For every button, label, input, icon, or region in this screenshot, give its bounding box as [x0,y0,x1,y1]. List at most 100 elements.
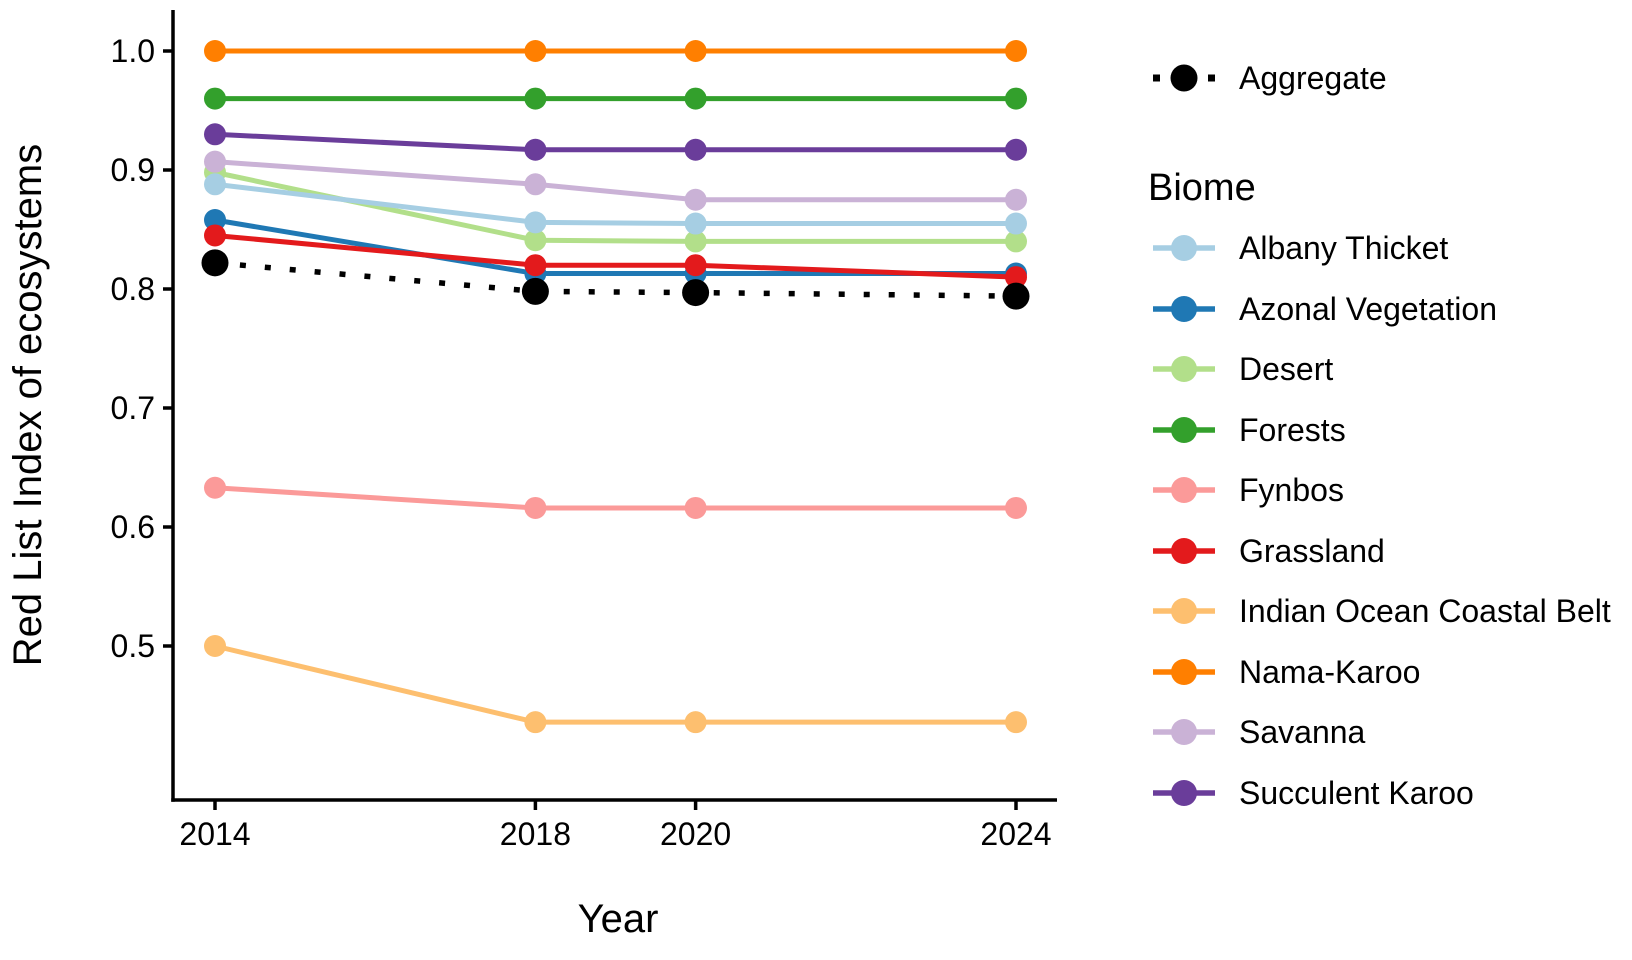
point-fynbos-2020 [684,496,707,519]
point-albany-thicket-2018 [524,211,547,234]
point-aggregate-2018 [521,277,549,305]
dot-icon [1171,598,1197,624]
dot-icon [1171,779,1197,806]
point-nama-karoo-2020 [684,40,707,62]
legend-item-label: Succulent Karoo [1239,774,1474,811]
y-tick-label-3: 0.8 [111,271,155,307]
dash-icon [1153,74,1160,82]
dash-icon [1208,74,1215,82]
point-succulent-karoo-2024 [1005,138,1027,161]
y-tick-label-0: 0.5 [111,628,155,664]
point-nama-karoo-2018 [524,40,547,62]
legend-item-label: Nama-Karoo [1239,653,1421,690]
legend-item-label: Fynbos [1239,472,1344,508]
point-nama-karoo-2014 [204,40,226,62]
legend-item-savanna: Savanna [1153,715,1365,749]
line-succulent-karoo [214,131,1016,153]
legend-item-indian-ocean-coastal-belt: Indian Ocean Coastal Belt [1153,594,1611,628]
point-desert-2024 [1005,230,1027,253]
point-succulent-karoo-2020 [684,138,707,161]
point-succulent-karoo-2014 [204,123,226,146]
y-tick-label-5: 1.0 [111,33,155,69]
legend-item-label: Azonal Vegetation [1239,290,1497,327]
point-aggregate-2020 [682,279,710,307]
point-fynbos-2018 [524,496,547,519]
legend-item-label: Forests [1239,411,1346,448]
nama-karoo-legend-marker [1153,658,1215,685]
point-desert-2020 [684,230,707,253]
legend-item-label: Savanna [1239,714,1366,750]
dot-icon [1171,537,1197,564]
legend-item-fynbos: Fynbos [1153,473,1344,507]
point-indian-ocean-coastal-belt-2024 [1005,711,1027,734]
line-indian-ocean-coastal-belt [214,643,1016,725]
line-albany-thicket [214,181,1016,227]
point-fynbos-2024 [1005,496,1027,519]
point-desert-2018 [524,229,547,252]
point-azonal-vegetation-2014 [204,208,226,231]
dot-icon [1171,295,1197,322]
point-grassland-2020 [684,254,707,277]
y-axis-title: Red List Index of ecosystems [6,143,50,667]
legend-item-label: Albany Thicket [1239,230,1449,266]
series-grassland [204,224,1027,289]
legend-item-label: Grassland [1239,532,1385,569]
point-indian-ocean-coastal-belt-2020 [684,711,707,734]
line-savanna [214,159,1016,203]
desert-legend-marker [1153,356,1215,382]
point-grassland-2014 [204,224,226,247]
forests-legend-marker [1153,416,1215,443]
dot-icon [1171,477,1197,503]
line-fynbos [214,485,1016,511]
dot-icon [1171,416,1197,443]
azonal-vegetation-legend-marker [1153,295,1215,322]
grassland-legend-marker [1153,537,1215,564]
series-aggregate [201,249,1030,310]
series-forests [204,87,1027,110]
line-grassland [214,232,1017,280]
line-desert [214,169,1016,244]
x-tick-label-2: 2020 [660,816,731,852]
legend-item-grassland: Grassland [1153,534,1385,568]
dot-icon [1171,658,1197,685]
point-albany-thicket-2014 [204,173,226,196]
point-forests-2024 [1005,87,1027,110]
point-savanna-2020 [684,188,707,211]
point-albany-thicket-2020 [684,212,707,235]
point-forests-2018 [524,87,547,110]
legend-item-forests: Forests [1153,413,1346,447]
point-grassland-2018 [524,254,547,277]
chart-plot-area: 0.5 0.6 0.7 0.8 0.9 1.0 2014 2018 2020 2024 [111,10,1057,852]
indian-ocean-coastal-belt-legend-marker [1153,598,1215,624]
series-indian-ocean-coastal-belt [204,635,1027,734]
legend-item-albany-thicket: Albany Thicket [1153,231,1448,265]
x-tick-label-1: 2018 [500,816,571,852]
legend-item-label: Desert [1239,351,1334,387]
legend-item-azonal-vegetation: Azonal Vegetation [1153,292,1497,326]
series-nama-karoo [204,40,1027,62]
y-tick-label-1: 0.6 [111,509,155,545]
point-fynbos-2014 [204,476,226,499]
dot-icon [1171,235,1197,261]
legend-item-nama-karoo: Nama-Karoo [1153,655,1420,689]
series-succulent-karoo [204,123,1027,161]
dot-icon [1171,356,1197,382]
dot-icon [1170,64,1198,92]
point-indian-ocean-coastal-belt-2014 [204,635,226,657]
legend-item-desert: Desert [1153,352,1333,386]
series-fynbos [204,476,1027,519]
point-savanna-2018 [524,173,547,196]
x-axis-title: Year [577,897,659,941]
point-albany-thicket-2024 [1005,212,1027,235]
dot-icon [1171,719,1197,745]
biome-legend-title: Biome [1148,167,1256,209]
point-indian-ocean-coastal-belt-2018 [524,711,547,734]
albany-thicket-legend-marker [1153,235,1215,261]
series-albany-thicket [204,173,1027,235]
point-nama-karoo-2024 [1005,40,1027,62]
point-savanna-2014 [204,150,226,173]
y-tick-label-2: 0.7 [111,390,155,426]
succulent-karoo-legend-marker [1153,779,1215,806]
x-tick-label-0: 2014 [179,816,250,852]
fynbos-legend-marker [1153,477,1215,503]
